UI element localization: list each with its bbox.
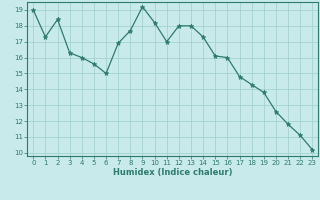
X-axis label: Humidex (Indice chaleur): Humidex (Indice chaleur) [113,168,233,177]
